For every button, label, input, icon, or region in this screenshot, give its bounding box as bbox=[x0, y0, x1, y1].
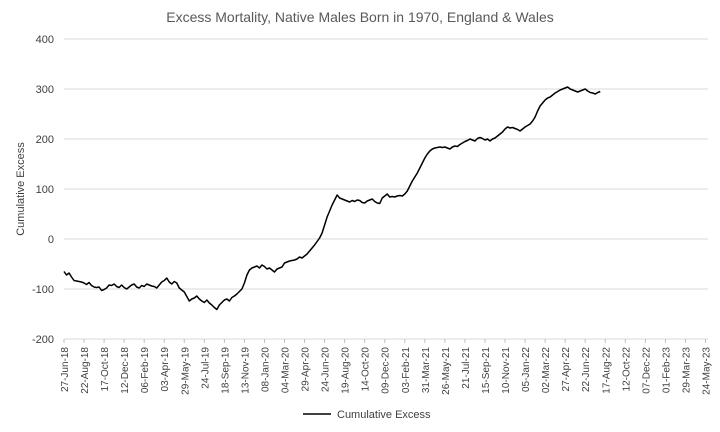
x-tick-label: 08-Jan-20 bbox=[260, 347, 271, 392]
x-tick-label: 24-Jul-19 bbox=[200, 347, 211, 389]
x-tick-label: 17-Oct-18 bbox=[100, 347, 111, 392]
y-tick-label: 100 bbox=[36, 184, 54, 196]
x-tick-label: 13-Nov-19 bbox=[240, 347, 251, 394]
chart-title: Excess Mortality, Native Males Born in 1… bbox=[166, 9, 554, 25]
x-tick-label: 26-May-21 bbox=[441, 347, 452, 395]
x-tick-label: 04-Mar-20 bbox=[281, 347, 292, 394]
x-tick-label: 22-Aug-18 bbox=[80, 347, 91, 394]
x-tick-label: 21-Jul-21 bbox=[461, 347, 472, 389]
y-tick-label: 0 bbox=[48, 234, 54, 246]
x-tick-label: 12-Dec-18 bbox=[120, 347, 131, 394]
x-tick-label: 27-Apr-22 bbox=[561, 347, 572, 392]
x-tick-label: 24-May-23 bbox=[701, 347, 712, 395]
x-tick-label: 10-Nov-21 bbox=[501, 347, 512, 394]
x-tick-label: 27-Jun-18 bbox=[60, 347, 71, 392]
x-tick-label: 29-Mar-23 bbox=[681, 347, 692, 394]
x-tick-label: 03-Apr-19 bbox=[160, 347, 171, 392]
y-axis-ticks: -200 -100 0 100 200 300 400 bbox=[32, 34, 54, 346]
x-tick-label: 24-Jun-20 bbox=[321, 347, 332, 392]
x-tick-label: 15-Sep-21 bbox=[481, 347, 492, 394]
y-tick-label: 300 bbox=[36, 84, 54, 96]
x-tick-label: 01-Feb-23 bbox=[661, 347, 672, 394]
x-tick-label: 19-Aug-20 bbox=[341, 347, 352, 394]
y-tick-label: -200 bbox=[32, 334, 54, 346]
x-tick-label: 18-Sep-19 bbox=[220, 347, 231, 394]
x-tick-label: 05-Jan-22 bbox=[521, 347, 532, 392]
gridlines bbox=[64, 38, 708, 340]
x-tick-label: 02-Mar-22 bbox=[541, 347, 552, 394]
x-tick-label: 31-Mar-21 bbox=[421, 347, 432, 394]
y-axis-label: Cumulative Excess bbox=[15, 142, 27, 236]
x-tick-label: 12-Oct-22 bbox=[621, 347, 632, 392]
x-tick-label: 22-Jun-22 bbox=[581, 347, 592, 392]
x-axis-ticks: 27-Jun-18 22-Aug-18 17-Oct-18 12-Dec-18 06-F… bbox=[60, 339, 712, 395]
legend-label: Cumulative Excess bbox=[337, 409, 431, 421]
legend: Cumulative Excess bbox=[303, 409, 431, 421]
x-tick-label: 07-Dec-22 bbox=[641, 347, 652, 394]
y-tick-label: 200 bbox=[36, 134, 54, 146]
x-tick-label: 06-Feb-19 bbox=[140, 347, 151, 394]
y-tick-label: -100 bbox=[32, 284, 54, 296]
x-tick-label: 29-Apr-20 bbox=[301, 347, 312, 392]
y-tick-label: 400 bbox=[36, 34, 54, 46]
x-tick-label: 29-May-19 bbox=[180, 347, 191, 395]
x-tick-label: 03-Feb-21 bbox=[401, 347, 412, 394]
x-tick-label: 14-Oct-20 bbox=[361, 347, 372, 392]
series-line-cumulative-excess bbox=[63, 86, 601, 311]
x-tick-label: 09-Dec-20 bbox=[381, 347, 392, 394]
x-tick-label: 17-Aug-22 bbox=[601, 347, 612, 394]
